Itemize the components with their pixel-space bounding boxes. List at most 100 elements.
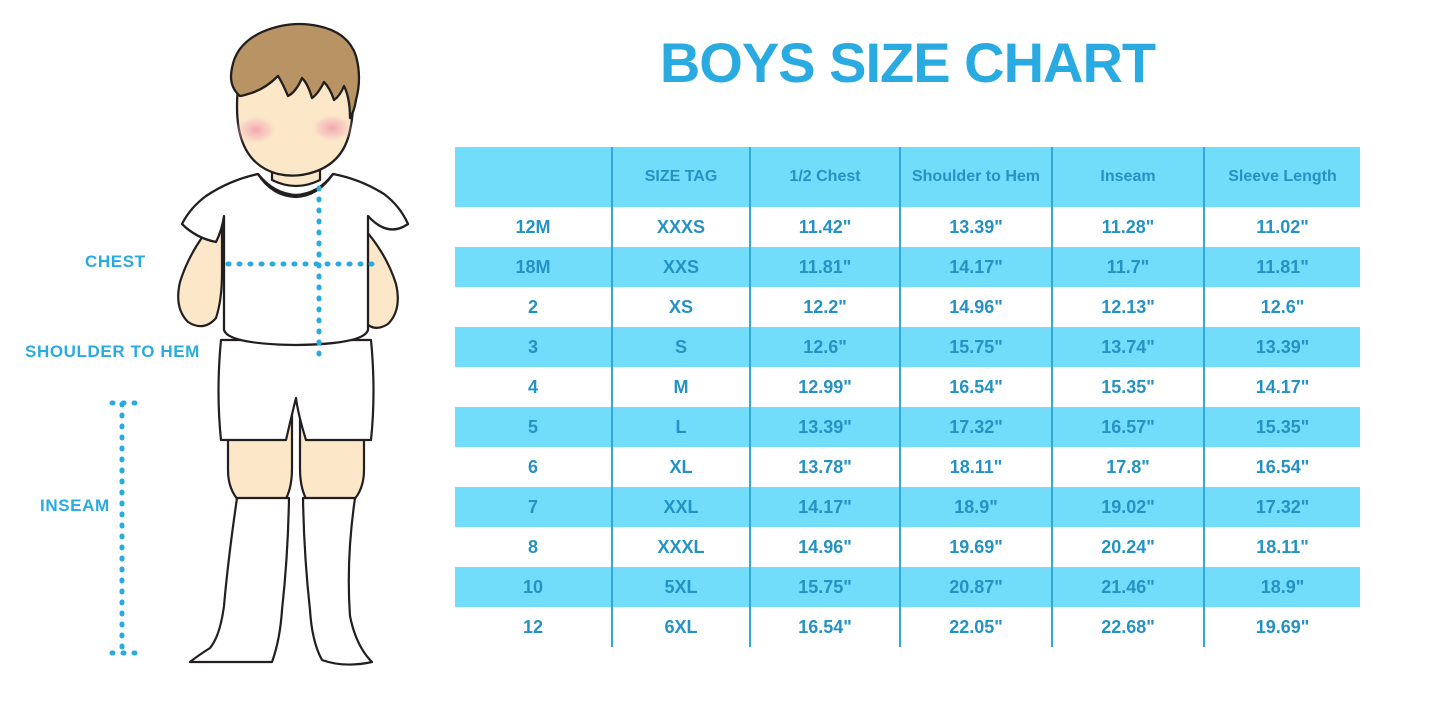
table-row: 3 S 12.6" 15.75" 13.74" 13.39": [455, 327, 1360, 367]
table-row: 5 L 13.39" 17.32" 16.57" 15.35": [455, 407, 1360, 447]
shorts: [217, 338, 375, 442]
table-row: 12M XXXS 11.42" 13.39" 11.28" 11.02": [455, 207, 1360, 247]
figure-shirt: [180, 172, 410, 347]
table-header-row: SIZE TAG 1/2 Chest Shoulder to Hem Insea…: [455, 147, 1360, 207]
cell-sleeve-length: 19.69": [1203, 607, 1360, 647]
cell-shoulder-to-hem: 20.87": [899, 567, 1052, 607]
right-blush: [310, 113, 354, 143]
cell-size-tag: 6XL: [611, 607, 750, 647]
cell-size: 5: [455, 407, 612, 447]
table-body: 12M XXXS 11.42" 13.39" 11.28" 11.02" 18M XXS 11.…: [455, 207, 1360, 647]
table-row: 12 6XL 16.54" 22.05" 22.68" 19.69": [455, 607, 1360, 647]
cell-size-tag: XXXL: [611, 527, 750, 567]
figure-head: [229, 22, 361, 188]
cell-sleeve-length: 13.39": [1203, 327, 1360, 367]
cell-inseam: 15.35": [1051, 367, 1204, 407]
cell-shoulder-to-hem: 18.11": [899, 447, 1052, 487]
table-row: 18M XXS 11.81" 14.17" 11.7" 11.81": [455, 247, 1360, 287]
cell-half-chest: 13.78": [749, 447, 900, 487]
cell-size-tag: XXXS: [611, 207, 750, 247]
cell-size: 3: [455, 327, 612, 367]
table-row: 8 XXXL 14.96" 19.69" 20.24" 18.11": [455, 527, 1360, 567]
cell-sleeve-length: 11.81": [1203, 247, 1360, 287]
cell-size: 12: [455, 607, 612, 647]
cell-sleeve-length: 16.54": [1203, 447, 1360, 487]
table-row: 10 5XL 15.75" 20.87" 21.46" 18.9": [455, 567, 1360, 607]
cell-shoulder-to-hem: 13.39": [899, 207, 1052, 247]
cell-size: 4: [455, 367, 612, 407]
table-row: 7 XXL 14.17" 18.9" 19.02" 17.32": [455, 487, 1360, 527]
measurement-guides: [109, 185, 375, 656]
table-row: 2 XS 12.2" 14.96" 12.13" 12.6": [455, 287, 1360, 327]
cell-shoulder-to-hem: 14.96": [899, 287, 1052, 327]
cell-size: 2: [455, 287, 612, 327]
table-row: 4 M 12.99" 16.54" 15.35" 14.17": [455, 367, 1360, 407]
boy-figure-svg: [109, 22, 410, 666]
label-inseam: INSEAM: [40, 496, 110, 515]
cell-size-tag: XS: [611, 287, 750, 327]
shirt-collar: [257, 173, 334, 197]
cell-sleeve-length: 11.02": [1203, 207, 1360, 247]
table-row: 6 XL 13.78" 18.11" 17.8" 16.54": [455, 447, 1360, 487]
size-chart-table: SIZE TAG 1/2 Chest Shoulder to Hem Insea…: [455, 147, 1360, 647]
cell-size-tag: M: [611, 367, 750, 407]
cell-size-tag: L: [611, 407, 750, 447]
cell-size: 6: [455, 447, 612, 487]
cell-shoulder-to-hem: 17.32": [899, 407, 1052, 447]
cell-half-chest: 12.99": [749, 367, 900, 407]
cell-inseam: 21.46": [1051, 567, 1204, 607]
cell-half-chest: 11.42": [749, 207, 900, 247]
size-chart-table-wrap: SIZE TAG 1/2 Chest Shoulder to Hem Insea…: [455, 147, 1360, 647]
left-arm: [177, 220, 224, 328]
column-header-inseam: Inseam: [1051, 147, 1204, 207]
cell-size-tag: 5XL: [611, 567, 750, 607]
cell-shoulder-to-hem: 19.69": [899, 527, 1052, 567]
cell-half-chest: 12.2": [749, 287, 900, 327]
cell-inseam: 12.13": [1051, 287, 1204, 327]
cell-size-tag: XL: [611, 447, 750, 487]
cell-inseam: 19.02": [1051, 487, 1204, 527]
cell-size: 8: [455, 527, 612, 567]
cell-size: 10: [455, 567, 612, 607]
cell-inseam: 16.57": [1051, 407, 1204, 447]
cell-inseam: 22.68": [1051, 607, 1204, 647]
table-header: SIZE TAG 1/2 Chest Shoulder to Hem Insea…: [455, 147, 1360, 207]
label-shoulder-to-hem: SHOULDER TO HEM: [25, 342, 200, 361]
cell-shoulder-to-hem: 15.75": [899, 327, 1052, 367]
hair: [229, 22, 361, 120]
right-sock: [301, 496, 374, 666]
column-header-size: [455, 147, 612, 207]
cell-size: 7: [455, 487, 612, 527]
cell-size-tag: XXS: [611, 247, 750, 287]
cell-half-chest: 12.6": [749, 327, 900, 367]
cell-inseam: 20.24": [1051, 527, 1204, 567]
cell-half-chest: 16.54": [749, 607, 900, 647]
cell-inseam: 13.74": [1051, 327, 1204, 367]
cell-sleeve-length: 12.6": [1203, 287, 1360, 327]
page-title: BOYS SIZE CHART: [659, 31, 1156, 94]
left-blush: [234, 115, 278, 145]
cell-half-chest: 14.96": [749, 527, 900, 567]
column-header-size-tag: SIZE TAG: [611, 147, 750, 207]
cell-half-chest: 14.17": [749, 487, 900, 527]
cell-size-tag: S: [611, 327, 750, 367]
cell-shoulder-to-hem: 16.54": [899, 367, 1052, 407]
cell-half-chest: 13.39": [749, 407, 900, 447]
cell-sleeve-length: 18.9": [1203, 567, 1360, 607]
column-header-shoulder-to-hem: Shoulder to Hem: [899, 147, 1052, 207]
cell-size: 12M: [455, 207, 612, 247]
column-header-sleeve-length: Sleeve Length: [1203, 147, 1360, 207]
cell-inseam: 17.8": [1051, 447, 1204, 487]
cell-half-chest: 15.75": [749, 567, 900, 607]
cell-inseam: 11.28": [1051, 207, 1204, 247]
cell-sleeve-length: 14.17": [1203, 367, 1360, 407]
cell-shoulder-to-hem: 14.17": [899, 247, 1052, 287]
cell-inseam: 11.7": [1051, 247, 1204, 287]
cell-shoulder-to-hem: 18.9": [899, 487, 1052, 527]
left-sock: [188, 496, 291, 664]
cell-size-tag: XXL: [611, 487, 750, 527]
cell-sleeve-length: 15.35": [1203, 407, 1360, 447]
cell-size: 18M: [455, 247, 612, 287]
illustration-panel: CHEST SHOULDER TO HEM INSEAM: [0, 0, 450, 723]
cell-shoulder-to-hem: 22.05": [899, 607, 1052, 647]
